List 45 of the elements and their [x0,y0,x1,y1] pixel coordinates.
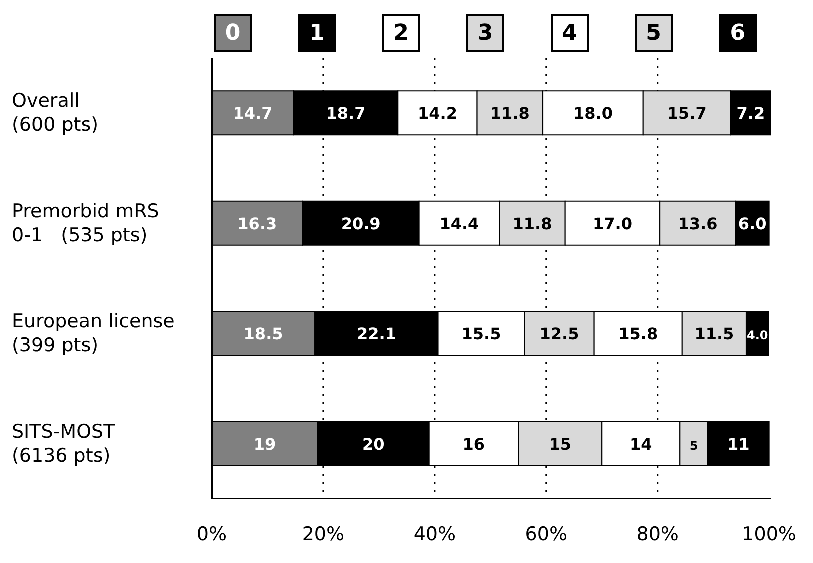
data-label: 11 [728,434,750,454]
x-tick-label: 100% [742,523,796,546]
data-label: 19 [254,434,276,454]
data-label: 6.0 [738,214,767,234]
x-tick-label: 60% [525,523,568,546]
x-tick-label: 40% [414,523,456,546]
data-label: 7.2 [736,104,766,124]
data-label: 14.2 [418,104,458,124]
data-label: 18.0 [573,104,613,124]
data-label: 15.7 [667,104,707,124]
data-label: 14.7 [233,104,273,124]
x-tick-label: 20% [302,523,345,546]
text: 1 [298,14,336,52]
data-label: 14 [630,434,652,454]
x-tick-label: 0% [196,523,228,546]
y-tick-label: European license (399 pts) [12,310,175,357]
data-label: 22.1 [356,324,396,344]
data-label: 20.9 [341,214,381,234]
data-label: 12.5 [540,324,580,344]
text: 0 [214,14,252,52]
data-label: 5 [690,438,698,453]
data-label: 16.3 [238,214,278,234]
data-label: 15 [549,434,572,454]
data-label: 15.5 [462,324,502,344]
data-label: 11.8 [490,104,530,124]
data-label: 14.4 [440,214,480,234]
text: 4 [550,14,589,52]
text: 2 [382,14,420,52]
data-label: 18.7 [326,104,366,124]
y-tick-label: Overall (600 pts) [12,90,99,136]
y-tick-label: SITS-MOST (6136 pts) [12,420,116,467]
x-tick-label: 80% [636,523,679,546]
data-label: 18.5 [244,324,284,344]
text: 6 [718,14,757,52]
data-label: 16 [462,434,486,454]
data-label: 13.6 [678,214,718,234]
data-label: 11.8 [512,214,552,234]
data-label: 11.5 [694,324,734,344]
text: 5 [634,14,673,52]
data-label: 4.0 [746,328,768,343]
y-tick-label: Premorbid mRS 0-1 (535 pts) [12,200,160,246]
data-label: 15.8 [618,324,658,344]
text: 3 [466,14,504,52]
data-label: 20 [362,434,385,454]
data-label: 17.0 [592,214,632,234]
